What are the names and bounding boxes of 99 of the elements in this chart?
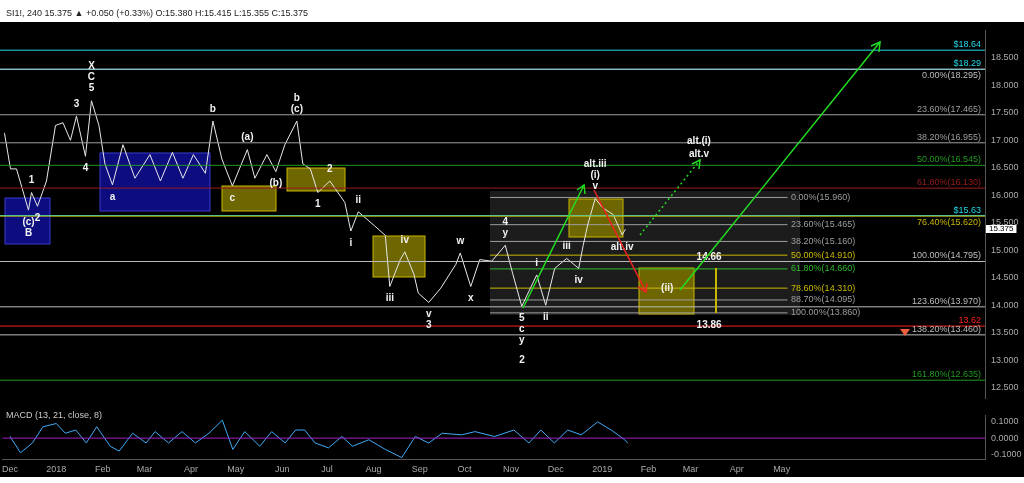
annotation: iii xyxy=(562,240,572,252)
ref-line-label: 13.62 xyxy=(958,315,981,326)
series-label: 100.00%(13.860) xyxy=(791,307,861,318)
annotation: v xyxy=(592,180,599,192)
x-tick-label: 2019 xyxy=(592,464,613,475)
annotation: (b) xyxy=(269,177,283,189)
annotation: w xyxy=(455,234,465,246)
ref-line-label: 138.20%(13.460) xyxy=(911,323,981,334)
annotation: x xyxy=(467,292,474,304)
annotation: c xyxy=(518,323,525,335)
annotation: ii xyxy=(355,193,362,205)
x-tick-label: Apr xyxy=(183,464,198,475)
annotation: iv xyxy=(400,233,410,245)
annotation: 3 xyxy=(73,97,80,109)
annotation: 2 xyxy=(327,162,334,174)
annotation: 4 xyxy=(502,216,509,228)
chart-title: SI1!, 240 15.375 ▲ +0.050 (+0.33%) O:15.380 H:15.415 L:15.355 C:15.375 xyxy=(6,8,309,18)
ref-line-label: 123.60%(13.970) xyxy=(911,295,981,306)
annotation: c xyxy=(229,191,236,203)
text: 15.375 xyxy=(989,224,1015,234)
annotation: (ii) xyxy=(661,281,674,293)
annotation: i xyxy=(349,236,353,248)
annotation: X xyxy=(88,60,96,72)
ref-line-label: 38.20%(16.955) xyxy=(916,131,981,142)
annotation: (c) xyxy=(22,215,35,227)
x-tick-label: Aug xyxy=(365,464,382,475)
annotation: ii xyxy=(542,310,549,322)
annotation: 5 xyxy=(88,82,95,94)
annotation: y xyxy=(518,334,525,346)
x-tick-label: Jun xyxy=(274,464,290,475)
y-tick-label: 15.000 xyxy=(991,244,1019,255)
series-label: 38.20%(15.160) xyxy=(791,235,856,246)
annotation: b xyxy=(209,102,216,114)
annotation: 1 xyxy=(28,174,35,186)
x-tick-label: Oct xyxy=(457,464,473,475)
annotation: iv xyxy=(574,274,584,286)
annotation: i xyxy=(535,256,539,268)
y-tick-label: 17.500 xyxy=(991,107,1019,118)
x-tick-label: Apr xyxy=(729,464,744,475)
series-label: 61.80%(14.660) xyxy=(791,263,856,274)
y-tick-label: 17.000 xyxy=(991,134,1019,145)
x-tick-label: Feb xyxy=(94,464,111,475)
series-label: 0.00%(15.960) xyxy=(791,191,851,202)
series-label: 23.60%(15.465) xyxy=(791,219,856,230)
y-tick-label: 14.500 xyxy=(991,272,1019,283)
annotation: B xyxy=(24,226,33,238)
annotation: alt.(i) xyxy=(687,134,711,146)
y-tick-label: 14.000 xyxy=(991,299,1019,310)
y-tick-label: 16.000 xyxy=(991,189,1019,200)
ref-line-label: 0.00%(18.295) xyxy=(921,70,981,81)
ref-line-label: 76.40%(15.620) xyxy=(916,217,981,228)
ref-line-label: $15.63 xyxy=(953,204,981,215)
x-tick-label: Dec xyxy=(547,464,565,475)
series-label: 88.70%(14.095) xyxy=(791,294,856,305)
annotation: alt.iii xyxy=(583,158,607,170)
ref-line-label: 50.00%(16.545) xyxy=(916,154,981,165)
series-label: 50.00%(14.910) xyxy=(791,249,856,260)
y-tick-label: 16.500 xyxy=(991,162,1019,173)
x-tick-label: May xyxy=(773,464,791,475)
x-tick-label: Sep xyxy=(411,464,428,475)
annotation: 1 xyxy=(315,198,322,210)
y-tick-label: 13.000 xyxy=(991,354,1019,365)
annotation: a xyxy=(109,190,116,202)
y-tick-label: 18.500 xyxy=(991,52,1019,63)
annotation: iii xyxy=(385,292,395,304)
annotation: 5 xyxy=(518,312,525,324)
x-tick-label: Dec xyxy=(1,464,19,475)
y-tick-label: 13.500 xyxy=(991,327,1019,338)
annotation: 2 xyxy=(519,353,526,365)
annotation: (c) xyxy=(290,102,303,114)
annotation: v xyxy=(426,308,432,320)
y-tick-label: -0.1000 xyxy=(991,448,1022,459)
x-tick-label: May xyxy=(227,464,245,475)
y-tick-label: 18.000 xyxy=(991,79,1019,90)
x-tick-label: 2018 xyxy=(46,464,67,475)
x-tick-label: Mar xyxy=(682,464,699,475)
ref-line-label: 61.80%(16.130) xyxy=(916,177,981,188)
x-tick-label: Nov xyxy=(502,464,520,475)
annotation: (a) xyxy=(241,131,254,143)
annotation: b xyxy=(293,91,300,103)
ref-line-label: 161.80%(12.635) xyxy=(911,369,981,380)
ref-line-label: 100.00%(14.795) xyxy=(911,250,981,261)
series-label: 78.60%(14.310) xyxy=(791,282,856,293)
x-tick-label: Feb xyxy=(640,464,657,475)
annotation: C xyxy=(87,71,96,83)
ref-line-label: $18.64 xyxy=(953,39,981,50)
annotation: alt.v xyxy=(688,147,710,159)
x-tick-label: Mar xyxy=(136,464,153,475)
y-tick-label: 0.1000 xyxy=(991,416,1019,427)
annotation: (i) xyxy=(590,169,600,181)
y-tick-label: 12.500 xyxy=(991,382,1019,393)
ref-line-label: $18.29 xyxy=(953,58,981,69)
x-tick-label: Jul xyxy=(321,464,333,475)
y-tick-label: 0.0000 xyxy=(991,432,1019,443)
annotation: 4 xyxy=(82,162,89,173)
annotation: 2 xyxy=(34,212,41,224)
chart-title: MACD (13, 21, close, 8) xyxy=(6,410,103,420)
annotation: y xyxy=(502,227,509,239)
ref-line-label: 23.60%(17.465) xyxy=(916,103,981,114)
